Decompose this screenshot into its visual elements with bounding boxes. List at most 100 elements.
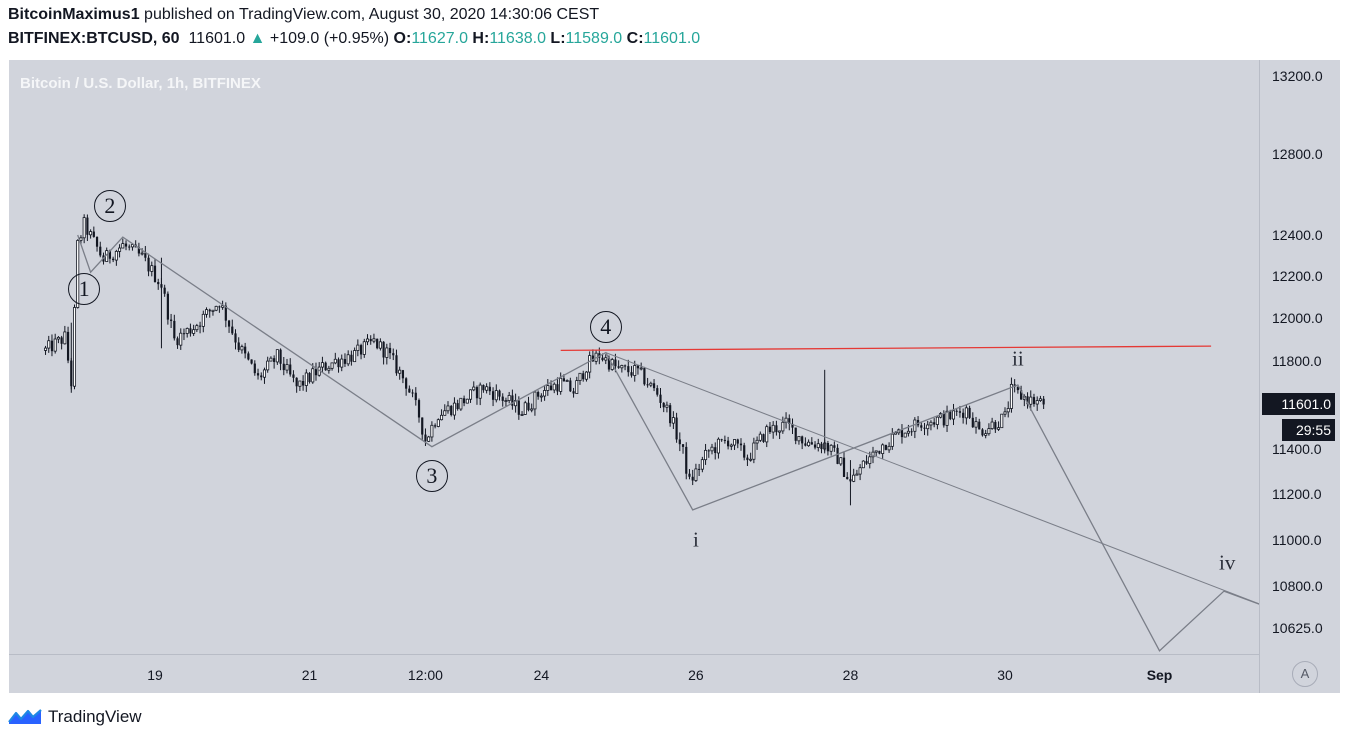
- price-tick-label: 11400.0: [1272, 440, 1322, 457]
- candle-body-down: [124, 243, 128, 247]
- candle-body-down: [253, 363, 256, 374]
- chart-frame[interactable]: Bitcoin / U.S. Dollar, 1h, BITFINEX 1 2 3 4…: [9, 60, 1340, 693]
- candle-body-down: [978, 421, 981, 430]
- close-value: 11601.0: [643, 30, 701, 47]
- candle-body-up: [816, 443, 820, 448]
- candle-body-up: [82, 217, 86, 239]
- candle-body-up: [1003, 411, 1007, 415]
- candle-body-up: [539, 395, 543, 398]
- candle-body-down: [302, 381, 305, 386]
- candle-body-down: [775, 425, 778, 433]
- candle-body-up: [839, 457, 843, 465]
- candle-body-down: [675, 417, 678, 440]
- candle-body-up: [575, 380, 579, 394]
- candle-body-up: [874, 450, 878, 453]
- candle-body-up: [211, 309, 215, 312]
- candle-body-down: [736, 439, 739, 444]
- candle-body-up: [240, 346, 244, 351]
- candle-body-up: [121, 243, 125, 249]
- price-axis[interactable]: 11601.0 29:55 13200.0 12800.0 12400.0 12200…: [1259, 60, 1341, 693]
- candle-body-down: [656, 388, 659, 395]
- candle-body-down: [727, 440, 730, 447]
- candle-body-down: [1032, 397, 1036, 405]
- plot-area[interactable]: Bitcoin / U.S. Dollar, 1h, BITFINEX 1 2 3 4…: [9, 60, 1259, 654]
- candle-body-up: [430, 424, 434, 438]
- candle-body-down: [405, 378, 408, 389]
- candle-body-up: [755, 439, 759, 444]
- candle-body-down: [86, 217, 89, 235]
- candle-body-down: [804, 443, 807, 446]
- candle-body-down: [382, 341, 385, 358]
- candle-body-down: [601, 357, 604, 361]
- candle-body-down: [562, 378, 566, 382]
- resistance-line: [560, 345, 1212, 352]
- candle-body-up: [546, 385, 550, 391]
- candle-body-down: [949, 411, 952, 420]
- close-label: C:: [626, 30, 644, 47]
- candle-body-down: [994, 422, 997, 430]
- candle-body-down: [768, 426, 772, 433]
- high-label: H:: [472, 30, 490, 47]
- candle-body-up: [485, 386, 489, 391]
- candle-body-down: [182, 333, 186, 335]
- candle-body-down: [343, 359, 347, 364]
- price-tick-label: 11000.0: [1272, 531, 1322, 548]
- tradingview-brand[interactable]: TradingView: [48, 707, 142, 726]
- candle-body-down: [556, 384, 559, 392]
- candle-body-up: [269, 357, 273, 362]
- candle-body-up: [852, 474, 856, 482]
- candle-body-up: [514, 400, 518, 407]
- candle-body-down: [833, 445, 836, 448]
- candle-body-down: [475, 387, 479, 399]
- auto-scale-button[interactable]: A: [1292, 661, 1318, 687]
- candle-body-down: [92, 231, 95, 237]
- open-value: 11627.0: [411, 30, 468, 47]
- author-name[interactable]: BitcoinMaximus1: [8, 6, 140, 23]
- candle-body-up: [1009, 383, 1013, 409]
- candle-body-up: [298, 380, 302, 387]
- candle-body-up: [304, 372, 308, 386]
- candle-body-down: [408, 388, 411, 393]
- candle-body-up: [858, 467, 862, 475]
- candle-body-down: [537, 392, 540, 397]
- candle-body-up: [1035, 400, 1039, 405]
- candle-body-up: [214, 305, 218, 311]
- candle-body-up: [758, 433, 762, 441]
- candle-body-up: [494, 390, 498, 401]
- candle-body-up: [459, 397, 463, 410]
- candle-body-down: [884, 444, 887, 450]
- candle-body-down: [572, 391, 575, 394]
- candle-body-up: [533, 391, 537, 410]
- candle-body-up: [935, 416, 939, 425]
- candle-body-down: [955, 410, 958, 412]
- candle-body-up: [118, 247, 122, 252]
- price-tick-label: 11800.0: [1272, 353, 1322, 370]
- candle-body-down: [147, 257, 150, 272]
- candle-body-up: [362, 341, 366, 355]
- candle-body-up: [47, 340, 51, 349]
- candle-body-up: [523, 402, 527, 415]
- candle-body-down: [1026, 396, 1029, 405]
- candle-body-down: [95, 236, 99, 247]
- candle-body-down: [791, 423, 794, 428]
- candle-body-down: [669, 405, 672, 424]
- candle-body-down: [488, 386, 491, 392]
- candle-body-down: [289, 364, 292, 375]
- candle-body-up: [990, 421, 994, 429]
- candle-body-down: [968, 407, 971, 418]
- candle-body-down: [723, 439, 726, 441]
- time-axis[interactable]: 19 21 12:00 24 26 28 30 Sep: [9, 654, 1259, 694]
- candle-body-down: [630, 372, 633, 376]
- price-tick-label: 13200.0: [1272, 68, 1323, 84]
- candle-body-down: [450, 405, 453, 416]
- candle-body-up: [385, 347, 389, 358]
- candle-body-up: [478, 384, 482, 399]
- candle-body-down: [962, 412, 965, 418]
- candle-body-up: [446, 405, 450, 412]
- candle-body-up: [436, 419, 440, 427]
- candle-body-up: [114, 250, 118, 261]
- footer: TradingView: [8, 707, 142, 727]
- price-chart[interactable]: [9, 60, 1259, 654]
- price-tick-label: 12400.0: [1272, 227, 1323, 244]
- candle-body-up: [452, 402, 456, 416]
